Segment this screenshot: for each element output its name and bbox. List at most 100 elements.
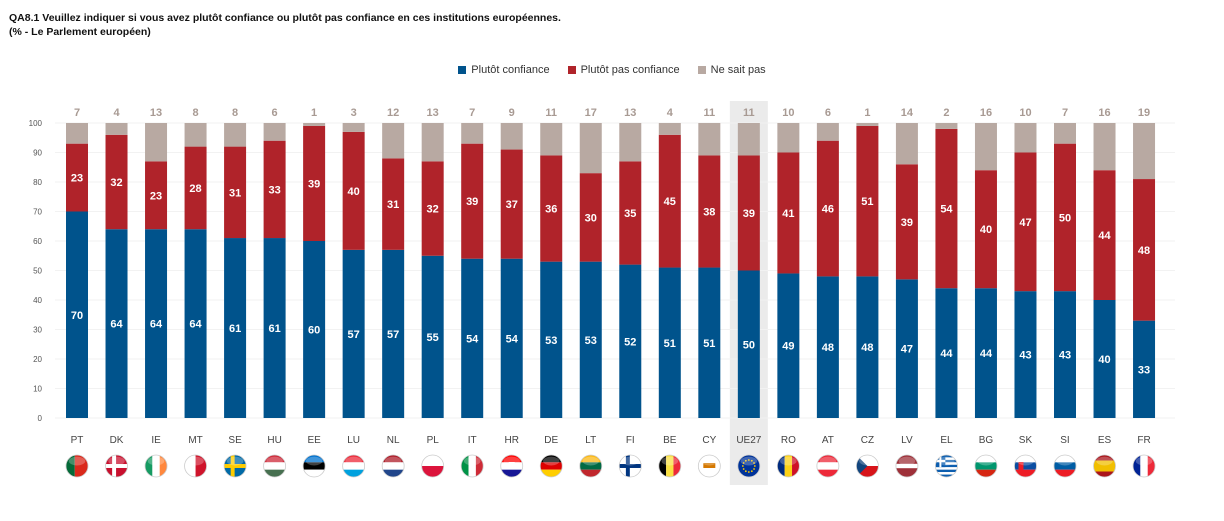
bar-segment-confiance: [303, 241, 326, 418]
bar-segment-confiance: [579, 261, 602, 418]
bar-segment-confiance: [856, 276, 879, 418]
data-label: 51: [703, 338, 715, 350]
bar-segment-ne-sait-pas: [540, 123, 563, 156]
bar-segment-confiance: [540, 261, 563, 418]
data-label: 41: [782, 208, 794, 220]
belgium-flag-icon: [658, 454, 682, 478]
bar-stack-pt: 70 23: [66, 123, 88, 418]
data-label: 46: [822, 204, 834, 216]
bar-stack-mt: 64 28: [184, 123, 207, 418]
germany-flag-icon: [539, 454, 563, 478]
bar-segment-pas-confiance: [145, 161, 168, 230]
bar-segment-pas-confiance: [461, 143, 484, 259]
estonia-flag-icon: [302, 454, 326, 478]
data-label: 30: [585, 212, 597, 224]
bar-segment-ne-sait-pas: [500, 123, 523, 150]
x-tick-label: EE: [307, 435, 321, 446]
data-label-ne-sait-pas: 4: [667, 107, 674, 119]
bar-segment-ne-sait-pas: [145, 123, 168, 162]
bar-segment-pas-confiance: [856, 125, 879, 277]
data-label: 54: [466, 333, 479, 345]
x-tick-label: LU: [347, 435, 360, 446]
data-label: 61: [229, 323, 241, 335]
bar-stack-ro: 49 41: [777, 123, 800, 418]
bar-segment-pas-confiance: [579, 173, 602, 262]
legend-swatch: [567, 66, 576, 74]
x-tick-label: PT: [71, 435, 84, 446]
bar-segment-ne-sait-pas: [816, 123, 839, 141]
bar-segment-ne-sait-pas: [263, 123, 286, 141]
bar-segment-ne-sait-pas: [974, 123, 997, 171]
data-label-ne-sait-pas: 2: [943, 107, 949, 119]
bar-segment-confiance: [816, 276, 839, 418]
data-label: 40: [348, 186, 360, 198]
data-label: 54: [506, 333, 519, 345]
x-tick-label: DE: [544, 435, 558, 446]
bar-segment-confiance: [1133, 320, 1156, 418]
lithuania-flag-icon: [579, 454, 603, 478]
malta-flag-icon: [184, 454, 207, 478]
x-tick-label: LT: [585, 435, 596, 446]
bar-segment-ne-sait-pas: [1054, 123, 1076, 144]
bar-stack-de: 53 36: [540, 123, 563, 418]
bar-segment-pas-confiance: [303, 125, 326, 241]
x-tick-label: BG: [979, 435, 994, 446]
data-label: 39: [901, 217, 913, 229]
slovakia-flag-icon: [1014, 454, 1037, 478]
bar-segment-pas-confiance: [224, 146, 247, 239]
bar-segment-pas-confiance: [816, 140, 839, 277]
data-label-ne-sait-pas: 9: [509, 107, 515, 119]
data-label: 32: [427, 204, 439, 216]
x-tick-label: AT: [822, 435, 834, 446]
bar-segment-pas-confiance: [1054, 143, 1076, 292]
bar-stack-es: 40 44: [1093, 123, 1116, 418]
title-line-2: (% - Le Parlement européen): [9, 26, 151, 38]
luxembourg-flag-icon: [342, 454, 366, 478]
bar-segment-confiance: [1054, 291, 1076, 418]
bar-stack-fr: 33 48: [1133, 123, 1156, 418]
data-label: 64: [110, 319, 123, 331]
data-label: 31: [229, 187, 241, 199]
bar-segment-ne-sait-pas: [382, 123, 405, 159]
bar-segment-confiance: [421, 255, 444, 418]
data-label: 55: [427, 332, 439, 344]
bar-stack-at: 48 46: [816, 123, 839, 418]
data-label: 39: [466, 196, 478, 208]
latvia-flag-icon: [895, 454, 919, 478]
bar-segment-pas-confiance: [1014, 152, 1037, 292]
bar-segment-pas-confiance: [895, 164, 918, 280]
bar-stack-sk: 43 47: [1014, 123, 1037, 418]
data-label: 31: [387, 199, 399, 211]
bar-stack-ue27: 50 39: [737, 123, 760, 418]
data-label: 47: [901, 344, 913, 356]
bar-stack-cy: 51 38: [698, 123, 721, 418]
bar-segment-pas-confiance: [500, 149, 523, 259]
data-label: 49: [782, 341, 794, 353]
data-label-ne-sait-pas: 12: [387, 107, 399, 119]
bar-segment-confiance: [658, 267, 681, 418]
data-label-ne-sait-pas: 1: [311, 107, 317, 119]
data-label-ne-sait-pas: 19: [1138, 107, 1150, 119]
croatia-flag-icon: [500, 454, 524, 478]
y-tick-label: 0: [38, 414, 43, 423]
ireland-flag-icon: [144, 454, 168, 478]
x-tick-label: HR: [504, 435, 518, 446]
portugal-flag-icon: [65, 454, 89, 478]
bar-segment-pas-confiance: [342, 131, 365, 250]
data-label: 64: [189, 319, 202, 331]
bar-segment-ne-sait-pas: [461, 123, 484, 144]
bar-segment-confiance: [263, 238, 286, 418]
bar-stack-ie: 64 23: [145, 123, 168, 418]
bar-segment-ne-sait-pas: [1014, 123, 1037, 153]
y-tick-label: 40: [33, 296, 42, 305]
data-label-ne-sait-pas: 14: [901, 107, 914, 119]
bar-segment-pas-confiance: [540, 155, 563, 262]
data-label: 51: [861, 196, 873, 208]
slovenia-flag-icon: [1053, 454, 1077, 478]
data-label: 45: [664, 196, 676, 208]
data-label-ne-sait-pas: 11: [703, 107, 715, 119]
chart-title: QA8.1 Veuillez indiquer si vous avez plu…: [9, 11, 561, 39]
data-label-ne-sait-pas: 6: [272, 107, 278, 119]
x-tick-label: IE: [151, 435, 161, 446]
